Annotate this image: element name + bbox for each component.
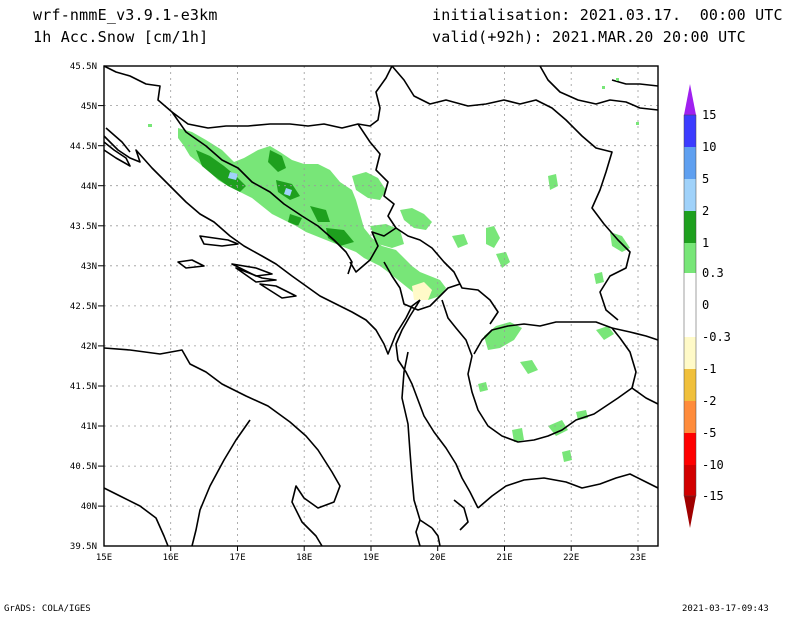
snow-area xyxy=(520,360,538,374)
init-time: initialisation: 2021.03.17. 00:00 UTC xyxy=(432,6,783,24)
lat-label: 43N xyxy=(81,262,97,272)
colorbar-label: 5 xyxy=(702,172,709,186)
field-name: 1h Acc.Snow [cm/1h] xyxy=(33,28,209,46)
snow-area xyxy=(268,150,286,172)
colorbar-label: -1 xyxy=(702,362,716,376)
snow-area xyxy=(284,188,292,196)
lon-label: 23E xyxy=(630,553,646,563)
lon-labels: 15E 16E 17E 18E 19E 20E 21E 22E 23E xyxy=(96,553,646,563)
snow-area xyxy=(196,150,246,192)
colorbar-label: 10 xyxy=(702,140,716,154)
colorbar-label: 15 xyxy=(702,108,716,122)
lat-label: 42.5N xyxy=(70,302,97,312)
colorbar-swatch xyxy=(684,337,696,369)
lon-label: 19E xyxy=(363,553,379,563)
colorbar-swatch xyxy=(684,211,696,243)
lat-label: 43.5N xyxy=(70,222,97,232)
lat-label: 39.5N xyxy=(70,542,97,552)
valid-time: valid(+92h): 2021.MAR.20 20:00 UTC xyxy=(432,28,746,46)
colorbar-swatch xyxy=(684,243,696,273)
lat-label: 44.5N xyxy=(70,142,97,152)
colorbar-swatch xyxy=(684,147,696,179)
lat-label: 44N xyxy=(81,182,97,192)
model-name: wrf-nmmE_v3.9.1-e3km xyxy=(33,6,218,24)
snow-area xyxy=(478,382,488,392)
snow-area xyxy=(288,214,302,226)
lat-label: 40.5N xyxy=(70,462,97,472)
snow-area xyxy=(548,174,558,190)
colorbar: 15 10 5 2 1 0.3 0 -0.3 -1 -2 -5 -10 -15 xyxy=(683,84,731,528)
colorbar-swatch xyxy=(684,369,696,401)
snow-area xyxy=(594,272,604,284)
lon-label: 15E xyxy=(96,553,112,563)
snow-area xyxy=(452,234,468,248)
lat-label: 42N xyxy=(81,342,97,352)
lat-label: 41N xyxy=(81,422,97,432)
credit-text: GrADS: COLA/IGES xyxy=(4,604,91,614)
lon-label: 20E xyxy=(430,553,446,563)
timestamp-text: 2021-03-17-09:43 xyxy=(682,604,769,614)
lon-label: 16E xyxy=(163,553,179,563)
snow-contours xyxy=(178,128,630,462)
colorbar-label: -2 xyxy=(702,394,716,408)
colorbar-label: -5 xyxy=(702,426,716,440)
map-grid xyxy=(104,66,658,546)
lat-label: 41.5N xyxy=(70,382,97,392)
coastlines-borders xyxy=(103,65,659,547)
snow-area xyxy=(548,420,568,436)
colorbar-swatch xyxy=(684,115,696,147)
lon-label: 21E xyxy=(496,553,512,563)
lon-label: 22E xyxy=(563,553,579,563)
lon-label: 18E xyxy=(296,553,312,563)
snow-area xyxy=(178,128,446,300)
melt-area xyxy=(412,282,432,300)
colorbar-swatch xyxy=(684,433,696,465)
colorbar-top-arrow xyxy=(684,84,696,115)
snow-specks xyxy=(148,78,639,127)
colorbar-label: -15 xyxy=(702,489,724,503)
axis-ticks xyxy=(98,105,639,551)
colorbar-swatch xyxy=(684,401,696,433)
colorbar-label: 2 xyxy=(702,204,709,218)
snow-area xyxy=(400,208,432,230)
colorbar-swatch xyxy=(684,273,696,337)
lat-label: 40N xyxy=(81,502,97,512)
colorbar-label: -10 xyxy=(702,458,724,472)
snow-area xyxy=(310,206,330,222)
colorbar-label: 0.3 xyxy=(702,266,724,280)
colorbar-bottom-arrow xyxy=(684,496,696,528)
snow-area xyxy=(370,224,404,248)
snow-area xyxy=(562,450,572,462)
snow-area xyxy=(326,228,354,246)
colorbar-label: 0 xyxy=(702,298,709,312)
snow-area xyxy=(496,252,510,268)
snow-area xyxy=(486,226,500,248)
colorbar-label: -0.3 xyxy=(702,330,731,344)
snow-area xyxy=(228,172,238,180)
lon-label: 17E xyxy=(229,553,245,563)
lat-labels: 45.5N 45N 44.5N 44N 43.5N 43N 42.5N 42N … xyxy=(70,62,97,552)
colorbar-swatch xyxy=(684,465,696,496)
colorbar-swatch xyxy=(684,179,696,211)
snow-area xyxy=(512,428,524,442)
lat-label: 45N xyxy=(81,102,97,112)
snow-area xyxy=(596,326,614,340)
lat-label: 45.5N xyxy=(70,62,97,72)
colorbar-label: 1 xyxy=(702,236,709,250)
